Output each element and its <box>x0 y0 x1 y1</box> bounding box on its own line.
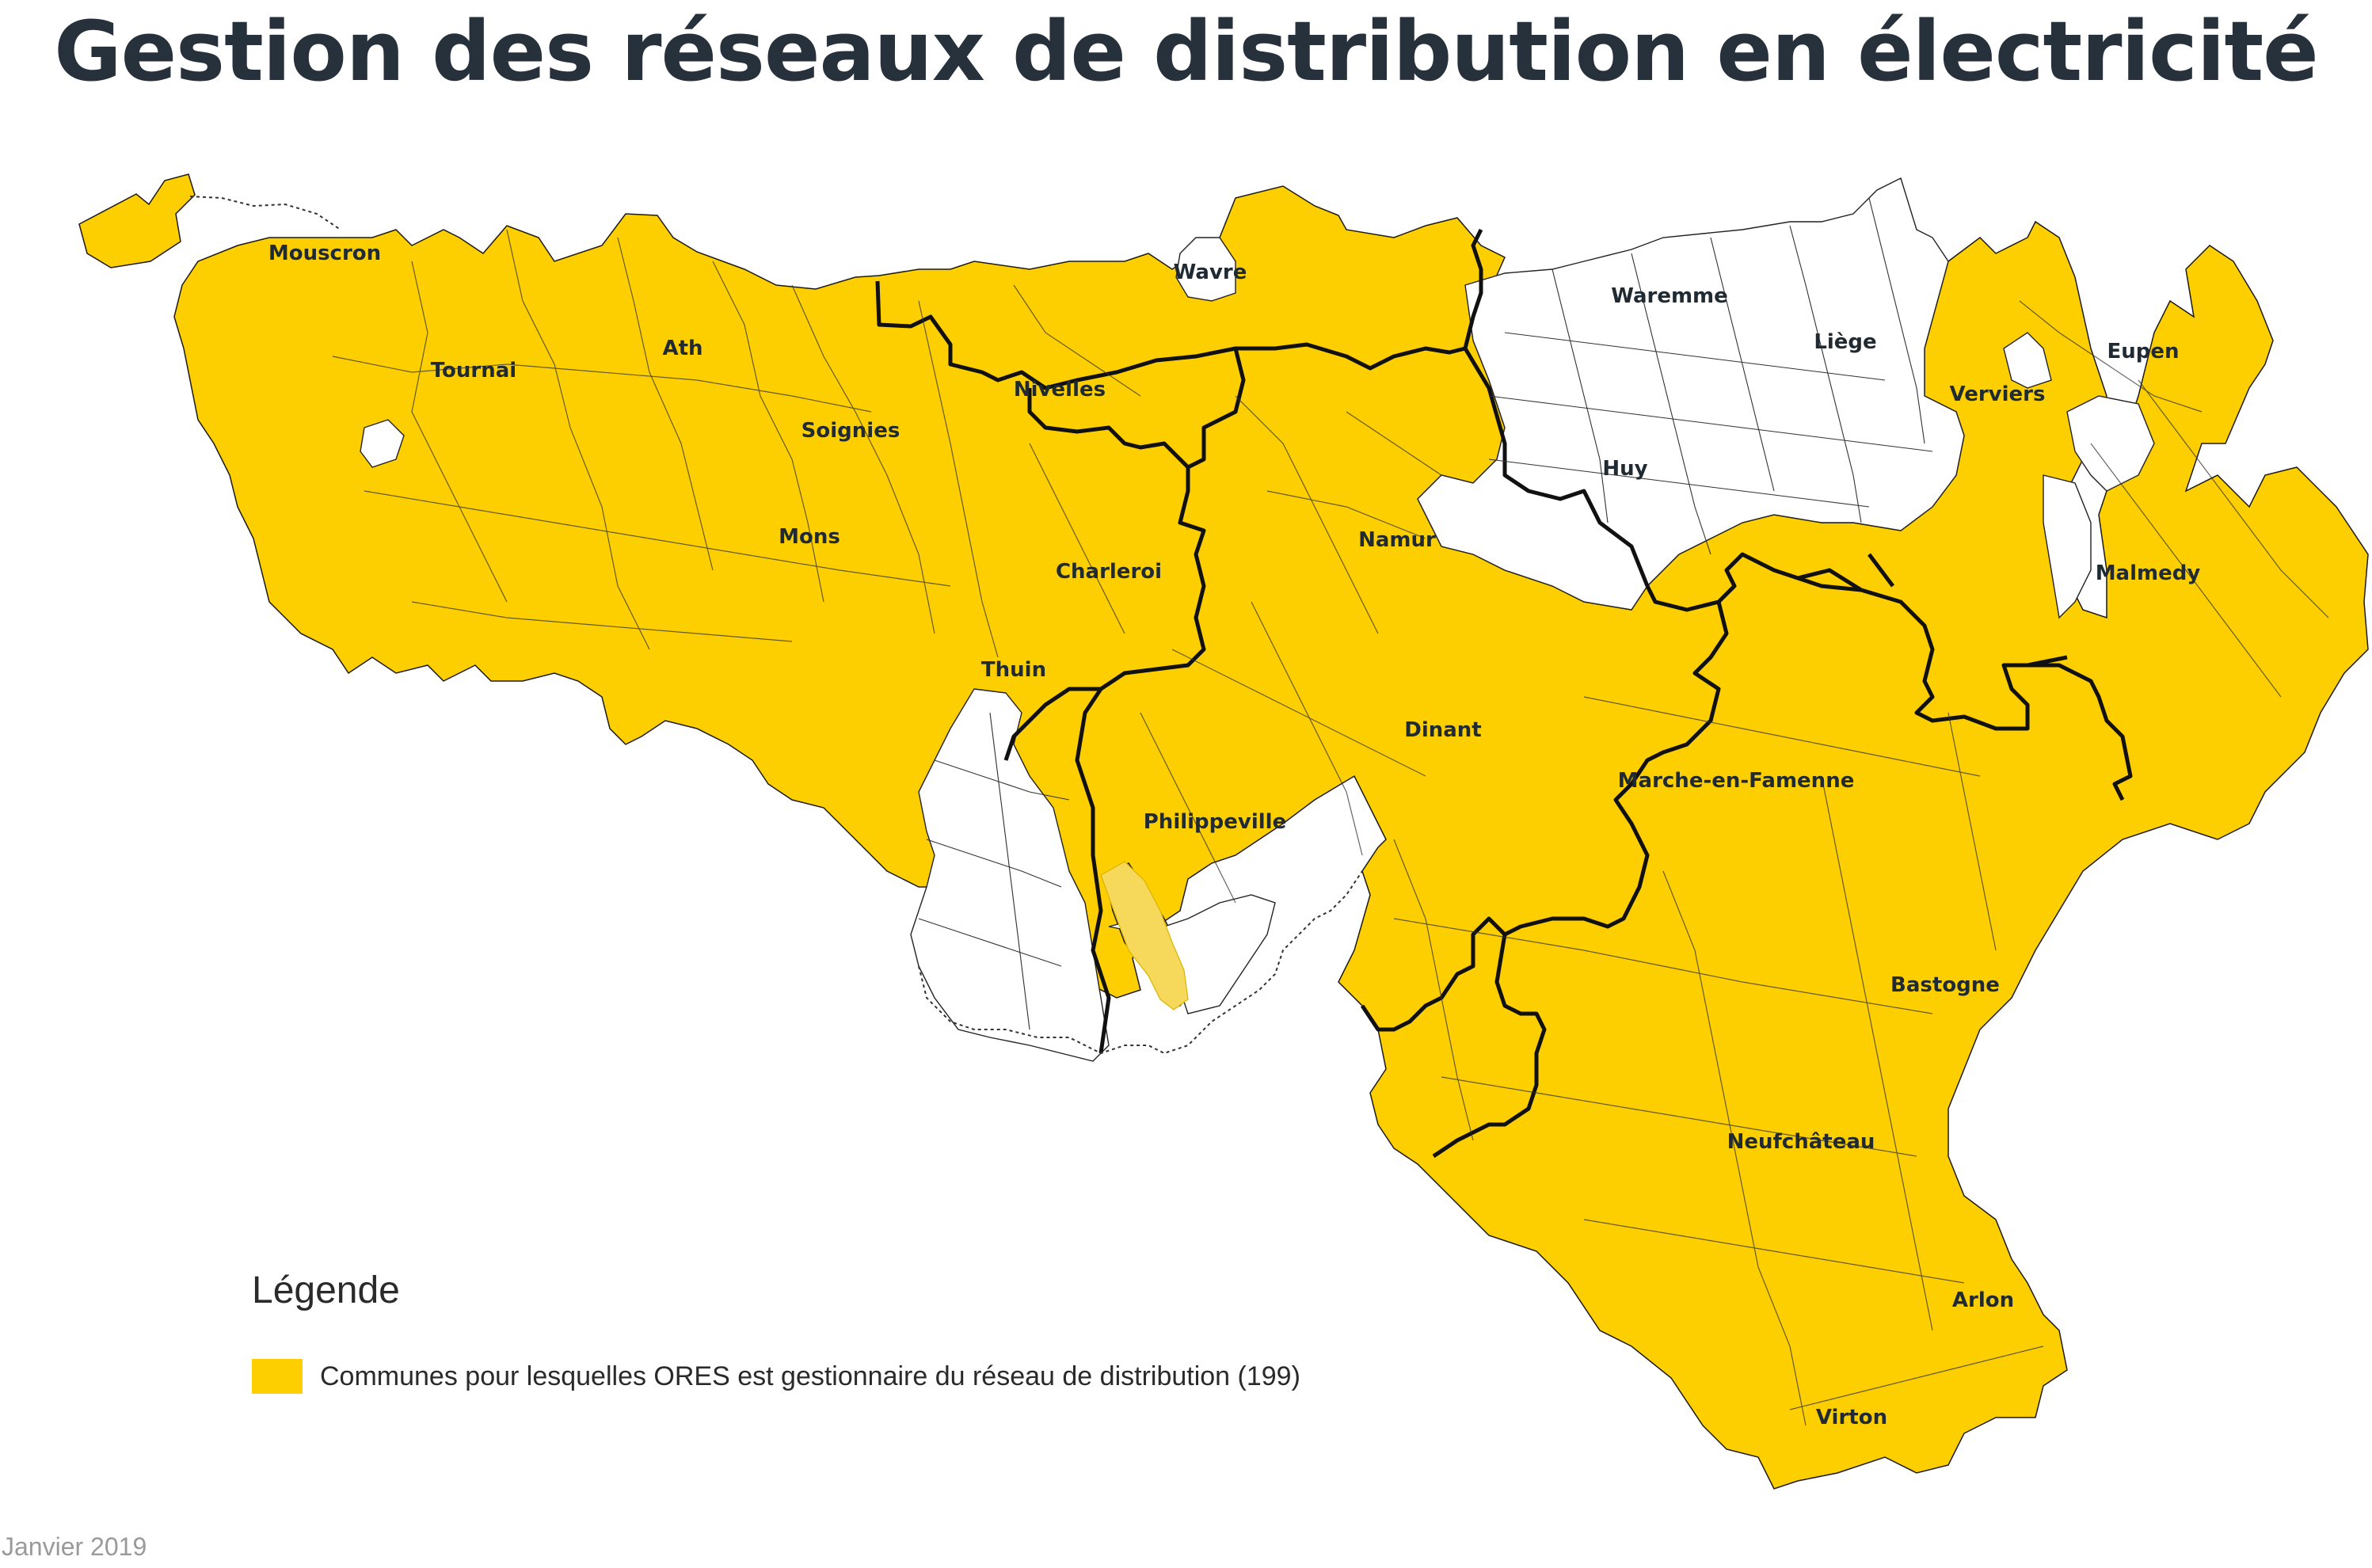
legend-swatch <box>252 1359 303 1394</box>
legend-label: Communes pour lesquelles ORES est gestio… <box>320 1361 1300 1391</box>
label-eupen: Eupen <box>2107 340 2179 363</box>
region-labels: Mouscron Tournai Ath Soignies Mons Nivelles Wa… <box>268 242 2201 1429</box>
legend-item: Communes pour lesquelles ORES est gestio… <box>252 1357 1300 1395</box>
label-tournai: Tournai <box>431 359 516 382</box>
map-date: Janvier 2019 <box>2 1532 147 1561</box>
label-philippeville: Philippeville <box>1144 810 1286 834</box>
label-arlon: Arlon <box>1952 1288 2014 1312</box>
map-title: Gestion des réseaux de distribution en é… <box>54 3 2318 100</box>
legend-title: Légende <box>252 1269 400 1311</box>
label-waremme: Waremme <box>1611 284 1728 308</box>
viroinval-area <box>1100 861 1189 1010</box>
label-soignies: Soignies <box>801 419 900 443</box>
label-li-ge: Liège <box>1814 330 1876 354</box>
label-marche-en-famenne: Marche-en-Famenne <box>1618 769 1855 793</box>
label-charleroi: Charleroi <box>1056 560 1162 584</box>
label-nivelles: Nivelles <box>1014 378 1106 402</box>
arrondissement-borders <box>875 228 2133 1159</box>
label-dinant: Dinant <box>1404 718 1482 742</box>
label-bastogne: Bastogne <box>1890 973 2000 997</box>
chimay-commune-borders <box>918 712 1070 1030</box>
commune-borders <box>332 229 2329 1426</box>
label-mons: Mons <box>779 525 840 549</box>
label-virton: Virton <box>1816 1406 1887 1429</box>
label-thuin: Thuin <box>981 658 1046 682</box>
label-ath: Ath <box>662 337 702 360</box>
label-mouscron: Mouscron <box>268 242 381 265</box>
label-neufch-teau: Neufchâteau <box>1727 1130 1875 1154</box>
label-malmedy: Malmedy <box>2096 561 2201 585</box>
label-verviers: Verviers <box>1950 382 2046 406</box>
label-wavre: Wavre <box>1174 261 1247 284</box>
country-border-top <box>189 196 341 230</box>
label-huy: Huy <box>1602 457 1647 481</box>
liege-commune-borders <box>1488 197 1933 555</box>
label-namur: Namur <box>1358 528 1436 552</box>
